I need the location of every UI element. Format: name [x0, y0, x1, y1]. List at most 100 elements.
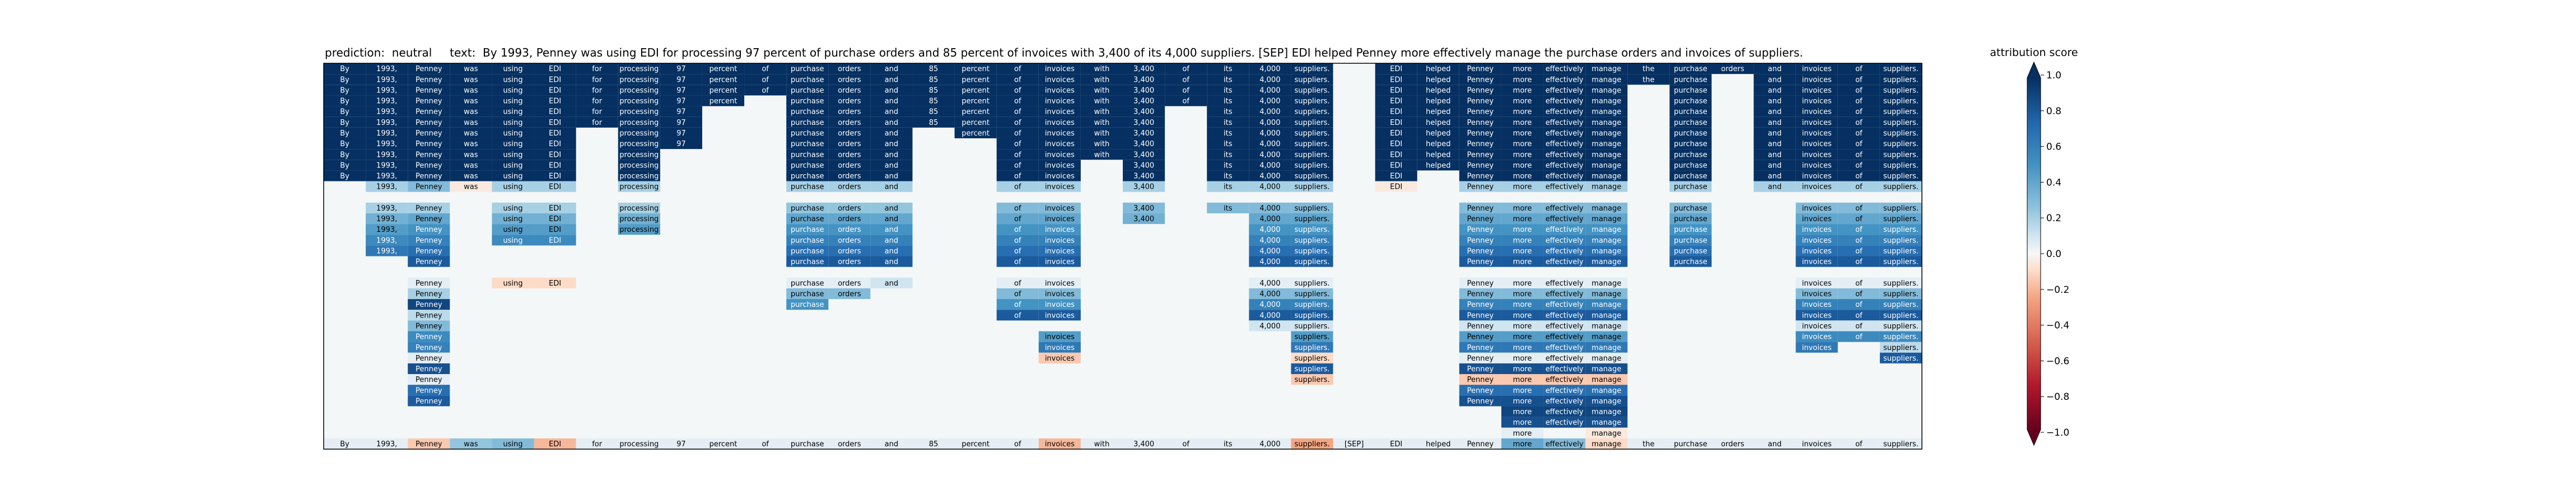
bottom-token-cell — [1879, 438, 1922, 449]
token-cell — [1291, 106, 1333, 117]
token-label: EDI — [549, 86, 561, 95]
token-label: and — [1768, 161, 1781, 170]
token-label: 4,000 — [1259, 65, 1280, 73]
token-cell — [492, 85, 534, 96]
token-label: Penney — [416, 386, 442, 395]
token-label: and — [1768, 151, 1781, 159]
token-cell — [1795, 127, 1838, 138]
token-label: suppliers. — [1294, 140, 1329, 148]
token-cell — [1753, 95, 1796, 106]
colorbar-tick-label: 1.0 — [2046, 70, 2061, 81]
token-cell — [1291, 63, 1333, 74]
token-label: for — [592, 119, 603, 127]
token-cell — [1543, 288, 1586, 300]
token-label: 4,000 — [1259, 301, 1280, 309]
token-label: orders — [838, 226, 861, 234]
token-label: more — [1513, 248, 1532, 256]
token-label: more — [1513, 322, 1532, 330]
token-cell — [1249, 181, 1291, 192]
token-label: for — [592, 108, 603, 116]
token-cell — [1543, 149, 1586, 160]
token-cell — [1543, 310, 1586, 321]
token-cell — [1543, 235, 1586, 246]
token-cell — [576, 106, 618, 117]
token-label: suppliers. — [1294, 204, 1329, 213]
token-label: suppliers. — [1883, 97, 1919, 106]
token-label: suppliers. — [1883, 322, 1919, 330]
token-cell — [1291, 213, 1333, 225]
token-cell — [1249, 95, 1291, 106]
token-cell — [534, 224, 576, 235]
token-label: more — [1513, 333, 1532, 342]
token-cell — [1080, 74, 1123, 85]
token-label: Penney — [416, 172, 442, 181]
token-cell — [1038, 106, 1081, 117]
token-cell — [1459, 288, 1501, 300]
token-cell — [324, 138, 366, 150]
token-cell — [1879, 224, 1922, 235]
token-cell — [1123, 95, 1165, 106]
token-label: EDI — [549, 183, 561, 192]
bottom-token-label: effectively — [1546, 440, 1584, 449]
token-cell — [1879, 202, 1922, 213]
token-cell — [450, 170, 492, 181]
token-cell — [618, 149, 660, 160]
token-label: of — [1855, 290, 1863, 298]
token-cell — [450, 74, 492, 85]
token-label: Penney — [1467, 65, 1494, 73]
token-label: Penney — [416, 322, 442, 330]
token-cell — [1501, 256, 1544, 267]
chart-title: prediction: neutral text: By 1993, Penne… — [325, 46, 1803, 59]
bottom-token-label: manage — [1592, 440, 1621, 449]
token-label: 1993, — [376, 119, 397, 127]
token-label: and — [885, 161, 898, 170]
token-cell — [1123, 170, 1165, 181]
token-cell — [870, 256, 913, 267]
token-label: the — [1642, 76, 1654, 84]
token-cell — [408, 74, 450, 85]
token-label: suppliers. — [1883, 215, 1919, 223]
token-cell — [702, 95, 745, 106]
token-label: invoices — [1802, 301, 1832, 309]
token-label: processing — [619, 204, 659, 213]
token-cell — [492, 116, 534, 128]
token-label: of — [1014, 204, 1021, 213]
token-label: suppliers. — [1883, 248, 1919, 256]
token-label: with — [1094, 76, 1110, 84]
token-label: 97 — [676, 108, 686, 116]
token-cell — [534, 127, 576, 138]
token-label: Penney — [1467, 161, 1494, 170]
token-cell — [1459, 277, 1501, 288]
token-cell — [1459, 160, 1501, 171]
token-cell — [1543, 363, 1586, 375]
token-label: of — [1014, 248, 1021, 256]
token-label: more — [1513, 140, 1532, 148]
token-cell — [1207, 170, 1249, 181]
token-cell — [1837, 299, 1880, 310]
token-cell — [1879, 127, 1922, 138]
token-cell — [1585, 256, 1628, 267]
token-cell — [996, 213, 1039, 225]
token-cell — [1585, 160, 1628, 171]
token-label: invoices — [1045, 119, 1075, 127]
token-cell — [1375, 160, 1417, 171]
token-cell — [954, 127, 997, 138]
token-cell — [786, 63, 829, 74]
token-cell — [618, 63, 660, 74]
token-cell — [1501, 170, 1544, 181]
token-label: suppliers. — [1294, 161, 1329, 170]
token-label: manage — [1592, 140, 1621, 148]
token-cell — [828, 288, 871, 300]
token-cell — [870, 149, 913, 160]
token-label: of — [1855, 333, 1863, 342]
token-label: purchase — [791, 290, 824, 298]
token-label: EDI — [549, 140, 561, 148]
token-cell — [1417, 149, 1459, 160]
token-label: suppliers. — [1294, 65, 1329, 73]
token-cell — [408, 138, 450, 150]
token-label: EDI — [549, 236, 561, 245]
token-cell — [1207, 127, 1249, 138]
token-label: suppliers. — [1883, 119, 1919, 127]
token-cell — [786, 160, 829, 171]
token-cell — [1795, 149, 1838, 160]
